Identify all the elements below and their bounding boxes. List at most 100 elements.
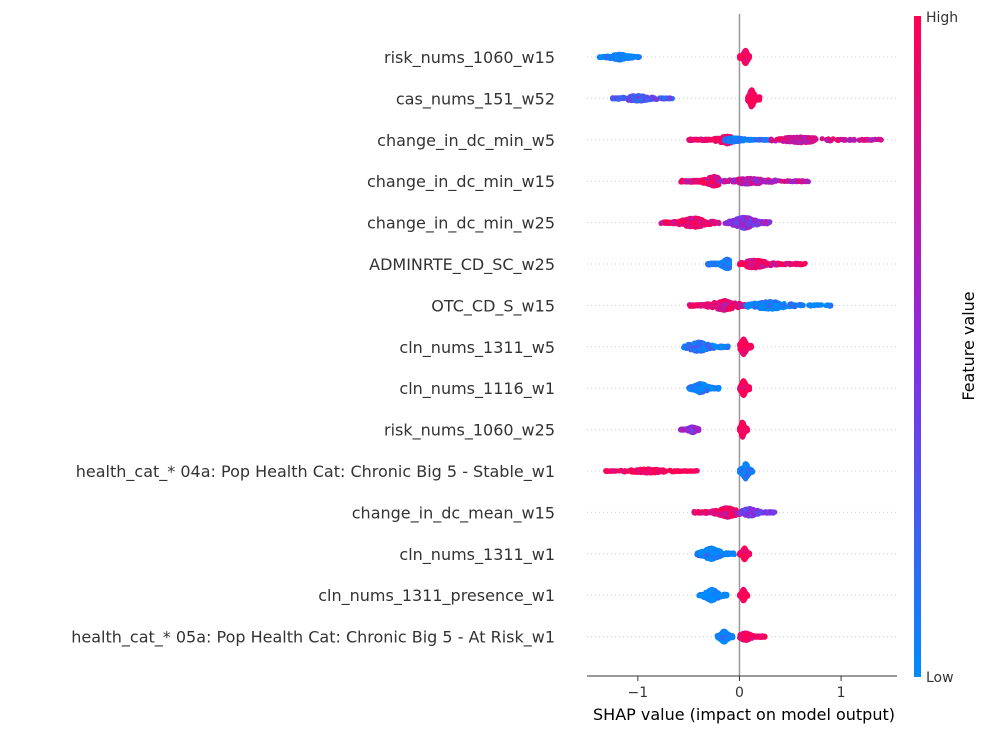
shap-point	[828, 137, 834, 143]
shap-point	[800, 178, 806, 184]
shap-point	[818, 302, 825, 308]
shap-point	[685, 219, 691, 225]
shap-point	[784, 136, 790, 142]
shap-point	[740, 138, 746, 144]
shap-point	[692, 303, 698, 309]
shap-point	[722, 220, 728, 226]
shap-point	[779, 178, 785, 184]
shap-point	[697, 342, 703, 348]
shap-point	[813, 302, 819, 308]
shap-point	[773, 177, 779, 183]
shap-point	[738, 177, 745, 183]
shap-point	[744, 215, 750, 221]
shap-point	[866, 137, 872, 143]
shap-point	[759, 304, 765, 310]
shap-point	[682, 178, 688, 184]
shap-point	[801, 135, 807, 141]
shap-point	[699, 179, 706, 185]
shap-point	[738, 55, 744, 61]
shap-point	[763, 219, 769, 225]
shap-point	[797, 139, 803, 145]
shap-point	[772, 262, 778, 268]
shap-point	[700, 137, 707, 143]
shap-point	[756, 96, 762, 102]
shap-point	[780, 305, 786, 311]
shap-point	[798, 302, 804, 308]
shap-point	[758, 263, 765, 269]
shap-point	[810, 138, 816, 144]
shap-point	[697, 218, 704, 224]
shap-point	[703, 303, 709, 309]
shap-point	[723, 302, 729, 308]
shap-point	[746, 137, 752, 143]
shap-point	[705, 221, 712, 227]
shap-point	[726, 261, 732, 267]
shap-point	[750, 99, 757, 105]
shap-point	[842, 136, 848, 143]
feature-row-points	[658, 214, 773, 231]
shap-point	[658, 220, 665, 226]
shap-point	[695, 137, 701, 143]
shap-points	[596, 47, 884, 645]
shap-point	[790, 135, 796, 141]
shap-point	[745, 222, 751, 228]
shap-point	[717, 345, 723, 351]
shap-point	[697, 346, 703, 352]
shap-point	[686, 342, 693, 348]
shap-point	[739, 344, 745, 350]
shap-point	[757, 258, 764, 264]
shap-point	[727, 299, 733, 305]
shap-point	[621, 95, 627, 101]
shap-point	[744, 302, 750, 308]
shap-point	[762, 137, 768, 143]
shap-point	[801, 261, 807, 267]
shap-point	[727, 177, 733, 183]
shap-point	[741, 384, 747, 391]
shap-point	[736, 262, 743, 268]
shap-point	[722, 136, 728, 142]
shap-point	[743, 56, 749, 62]
shap-point	[727, 306, 733, 312]
shap-point	[650, 95, 656, 101]
shap-point	[764, 260, 771, 266]
feature-row-points	[596, 47, 753, 66]
shap-point	[727, 220, 733, 226]
shap-point	[740, 391, 746, 397]
feature-row-points	[686, 133, 884, 147]
shap-point	[737, 222, 743, 228]
feature-row-points	[678, 173, 812, 189]
shap-point	[688, 215, 694, 221]
shap-point	[755, 137, 761, 143]
shap-point	[859, 137, 865, 143]
shap-point	[666, 219, 672, 225]
shap-point	[628, 53, 635, 59]
shap-point	[634, 98, 640, 104]
shap-point	[599, 54, 605, 60]
shap-point	[737, 302, 744, 308]
shap-point	[767, 303, 773, 309]
shap-point	[691, 340, 698, 346]
shap-point	[819, 136, 825, 142]
shap-point	[694, 387, 701, 393]
shap-point	[708, 179, 715, 185]
shap-point	[851, 137, 857, 143]
shap-point	[823, 302, 829, 309]
shap-point	[689, 385, 696, 391]
shap-point	[607, 55, 613, 61]
shap-point	[778, 136, 785, 142]
shap-point	[774, 136, 780, 142]
shap-point	[709, 386, 715, 392]
shap-point	[875, 136, 881, 142]
shap-point	[695, 177, 701, 183]
feature-row-points	[704, 256, 808, 272]
shap-point	[752, 218, 758, 224]
shap-point	[750, 94, 756, 100]
shap-point	[621, 54, 627, 60]
shap-point	[754, 178, 760, 184]
shap-point	[687, 179, 693, 185]
shap-point	[743, 47, 749, 54]
shap-point	[688, 136, 694, 142]
shap-point	[828, 303, 834, 309]
shap-point	[771, 302, 778, 308]
